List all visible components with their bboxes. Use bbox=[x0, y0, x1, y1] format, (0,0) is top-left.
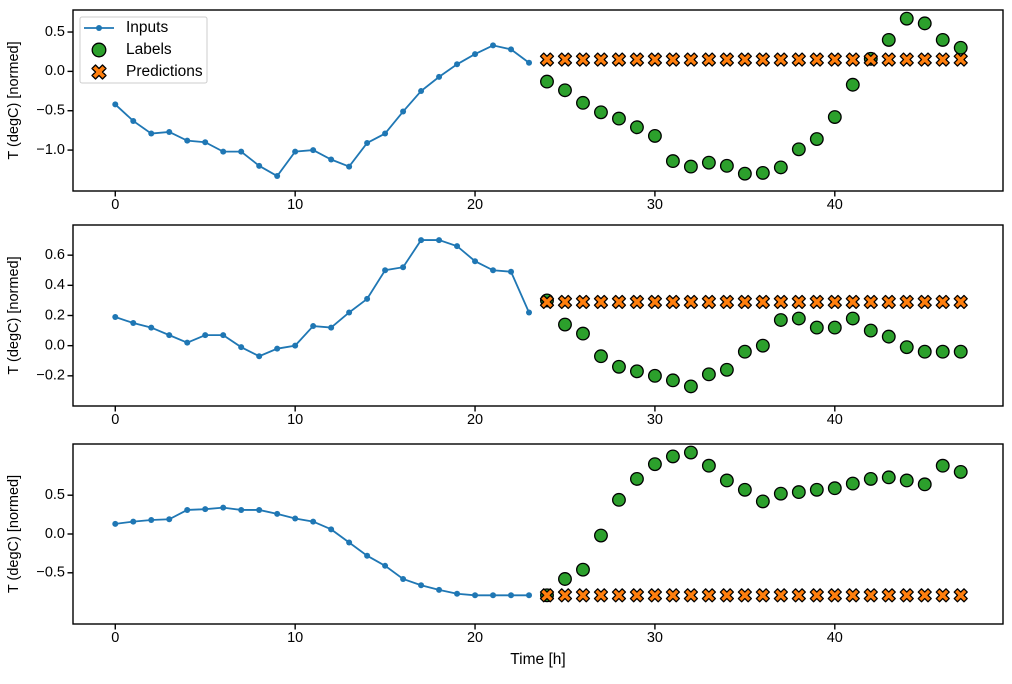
svg-text:0.0: 0.0 bbox=[45, 337, 65, 353]
svg-text:T (degC) [normed]: T (degC) [normed] bbox=[6, 41, 22, 159]
svg-text:0.6: 0.6 bbox=[45, 247, 65, 263]
svg-text:30: 30 bbox=[647, 197, 663, 213]
svg-text:T (degC) [normed]: T (degC) [normed] bbox=[6, 475, 22, 593]
svg-text:−1.0: −1.0 bbox=[36, 142, 65, 158]
svg-text:20: 20 bbox=[467, 197, 483, 213]
svg-text:20: 20 bbox=[467, 412, 483, 428]
svg-text:0.0: 0.0 bbox=[45, 526, 65, 542]
svg-text:−0.5: −0.5 bbox=[36, 565, 65, 581]
svg-text:10: 10 bbox=[287, 630, 303, 646]
svg-text:Time [h]: Time [h] bbox=[510, 651, 565, 668]
svg-text:0.5: 0.5 bbox=[45, 487, 65, 503]
svg-text:30: 30 bbox=[647, 630, 663, 646]
svg-text:0: 0 bbox=[111, 630, 119, 646]
svg-text:0: 0 bbox=[111, 197, 119, 213]
svg-text:0.5: 0.5 bbox=[45, 24, 65, 40]
svg-text:0.4: 0.4 bbox=[45, 277, 65, 293]
svg-text:Labels: Labels bbox=[126, 41, 172, 58]
svg-text:0.0: 0.0 bbox=[45, 63, 65, 79]
svg-text:Predictions: Predictions bbox=[126, 63, 203, 80]
svg-text:T (degC) [normed]: T (degC) [normed] bbox=[6, 256, 22, 374]
svg-text:10: 10 bbox=[287, 412, 303, 428]
svg-text:30: 30 bbox=[647, 412, 663, 428]
svg-text:0.2: 0.2 bbox=[45, 307, 65, 323]
svg-text:−0.2: −0.2 bbox=[36, 368, 65, 384]
svg-text:0: 0 bbox=[111, 412, 119, 428]
svg-text:40: 40 bbox=[827, 412, 843, 428]
svg-text:−0.5: −0.5 bbox=[36, 103, 65, 119]
svg-text:10: 10 bbox=[287, 197, 303, 213]
svg-text:20: 20 bbox=[467, 630, 483, 646]
svg-text:40: 40 bbox=[827, 197, 843, 213]
svg-text:Inputs: Inputs bbox=[126, 19, 168, 36]
svg-text:40: 40 bbox=[827, 630, 843, 646]
